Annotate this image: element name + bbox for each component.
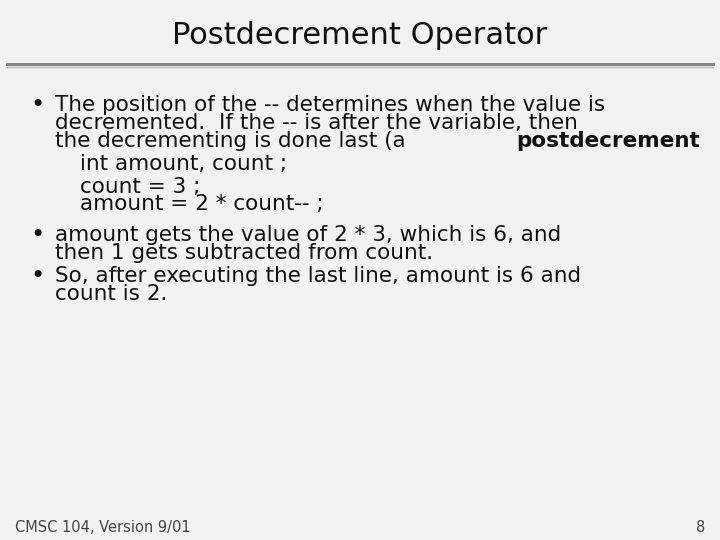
Text: •: • <box>31 223 45 247</box>
Text: •: • <box>31 264 45 288</box>
Text: count = 3 ;: count = 3 ; <box>80 177 200 197</box>
Text: •: • <box>31 93 45 117</box>
Text: The position of the -- determines when the value is: The position of the -- determines when t… <box>55 95 605 115</box>
Text: the decrementing is done last (a: the decrementing is done last (a <box>55 131 413 151</box>
Text: count is 2.: count is 2. <box>55 284 167 304</box>
Text: amount = 2 * count-- ;: amount = 2 * count-- ; <box>80 194 323 214</box>
Text: 8: 8 <box>696 521 705 536</box>
Text: int amount, count ;: int amount, count ; <box>80 154 287 174</box>
Text: decremented.  If the -- is after the variable, then: decremented. If the -- is after the vari… <box>55 113 578 133</box>
Text: So, after executing the last line, amount is 6 and: So, after executing the last line, amoun… <box>55 266 581 286</box>
Text: amount gets the value of 2 * 3, which is 6, and: amount gets the value of 2 * 3, which is… <box>55 225 562 245</box>
Text: postdecrement: postdecrement <box>516 131 700 151</box>
Text: then 1 gets subtracted from count.: then 1 gets subtracted from count. <box>55 243 433 263</box>
Text: Postdecrement Operator: Postdecrement Operator <box>172 21 548 50</box>
Text: CMSC 104, Version 9/01: CMSC 104, Version 9/01 <box>15 521 191 536</box>
